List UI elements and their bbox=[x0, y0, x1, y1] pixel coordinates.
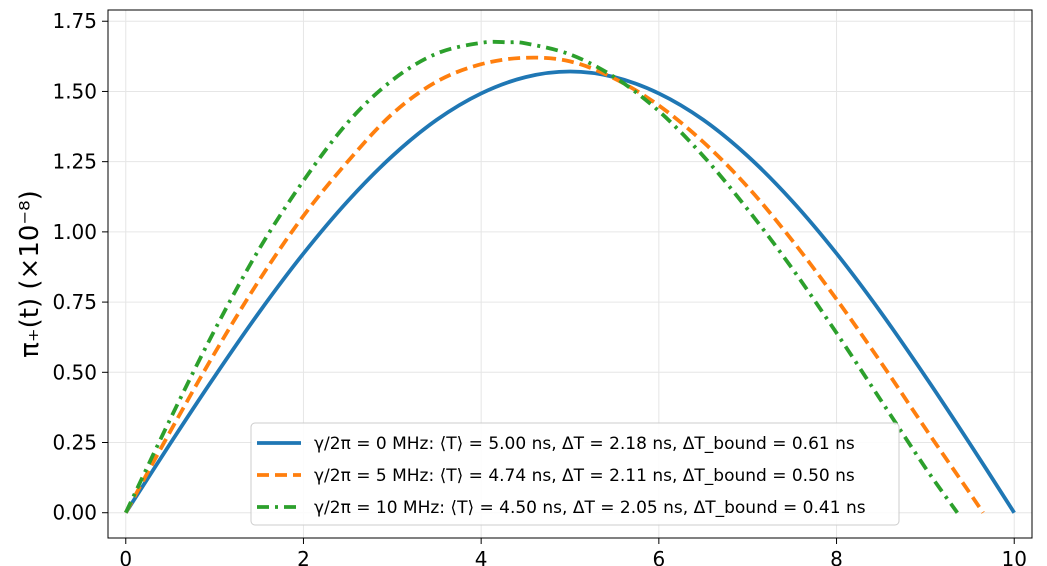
legend-label-1: γ/2π = 5 MHz: ⟨T⟩ = 4.74 ns, ΔT = 2.11 n… bbox=[314, 466, 855, 486]
y-axis-label: π₊(t) (×10⁻⁸) bbox=[15, 190, 45, 357]
x-tick-label: 2 bbox=[297, 547, 310, 566]
y-tick-label: 0.50 bbox=[52, 360, 97, 384]
y-tick-label: 1.50 bbox=[52, 79, 97, 103]
y-tick-label: 1.25 bbox=[52, 150, 97, 174]
series-line-2 bbox=[124, 39, 959, 514]
y-tick-label: 1.75 bbox=[52, 9, 97, 33]
series-layer bbox=[124, 39, 1016, 514]
y-tick-label: 0.25 bbox=[52, 431, 97, 455]
series-line-1 bbox=[124, 55, 985, 514]
x-axis: 0 2 4 6 8 10 bbox=[119, 538, 1027, 566]
x-tick-label: 4 bbox=[475, 547, 488, 566]
x-tick-label: 10 bbox=[1002, 547, 1027, 566]
legend: γ/2π = 0 MHz: ⟨T⟩ = 5.00 ns, ΔT = 2.18 n… bbox=[250, 422, 900, 526]
y-tick-label: 1.00 bbox=[52, 220, 97, 244]
y-tick-label: 0.75 bbox=[52, 290, 97, 314]
y-axis: 0.00 0.25 0.50 0.75 1.00 1.25 1.50 1.75 bbox=[52, 9, 108, 525]
x-tick-label: 0 bbox=[119, 547, 132, 566]
x-tick-label: 6 bbox=[652, 547, 665, 566]
plot-frame bbox=[107, 9, 1033, 539]
legend-label-0: γ/2π = 0 MHz: ⟨T⟩ = 5.00 ns, ΔT = 2.18 n… bbox=[314, 434, 855, 454]
y-tick-label: 0.00 bbox=[52, 501, 97, 525]
x-tick-label: 8 bbox=[830, 547, 843, 566]
legend-label-2: γ/2π = 10 MHz: ⟨T⟩ = 4.50 ns, ΔT = 2.05 … bbox=[314, 498, 866, 518]
legend-box bbox=[250, 422, 900, 526]
series-line-0 bbox=[124, 69, 1016, 514]
